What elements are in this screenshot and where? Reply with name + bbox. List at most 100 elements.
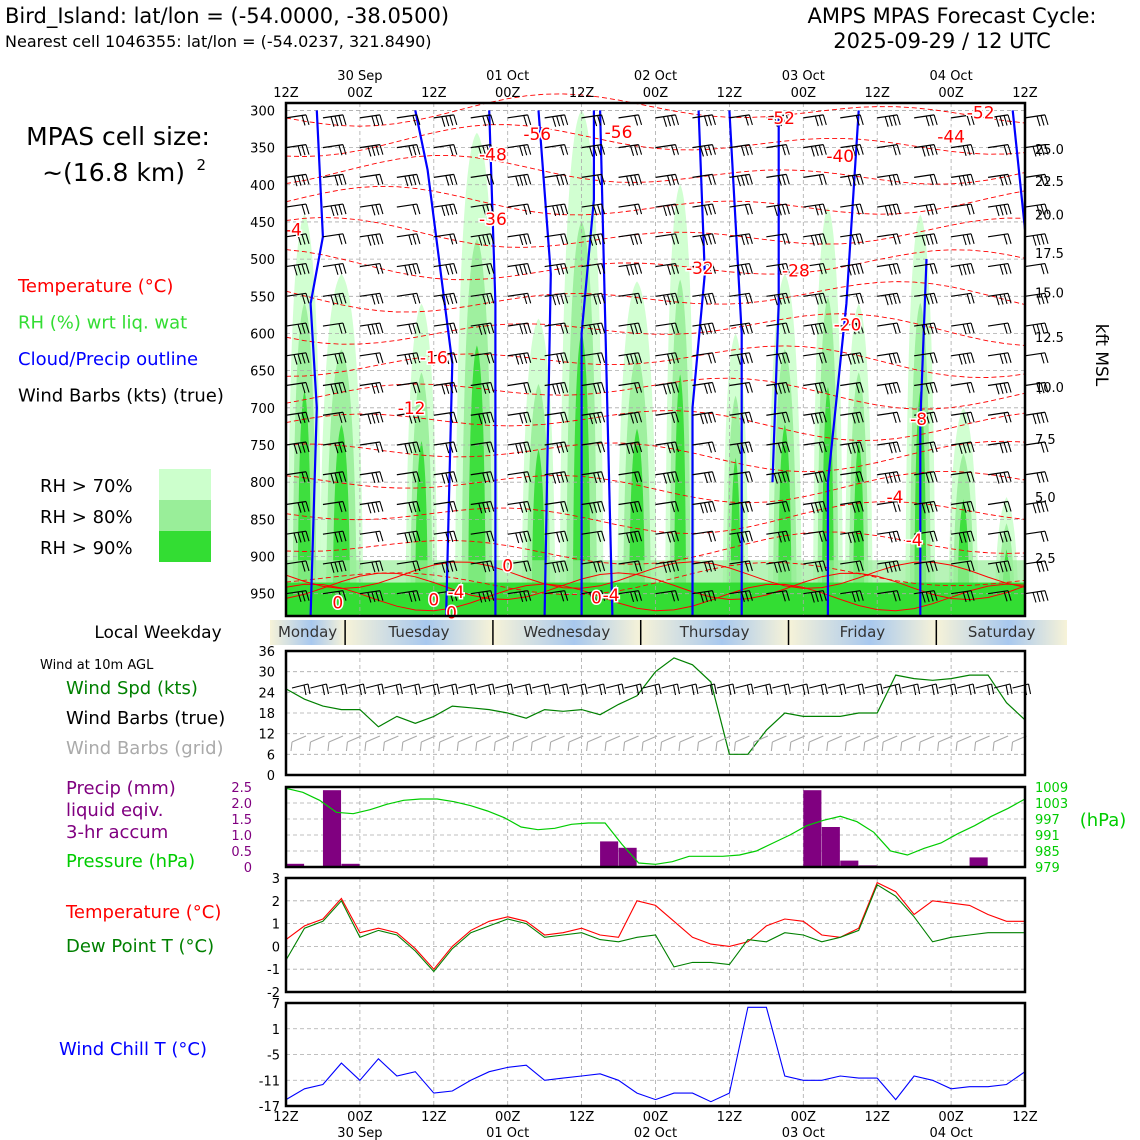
wind-barb-feather bbox=[601, 382, 606, 393]
wind-barb-feather bbox=[921, 592, 926, 603]
wind-barb-feather bbox=[638, 382, 643, 393]
wind-barb-feather bbox=[334, 353, 339, 365]
pressure-tick-label: 700 bbox=[250, 402, 275, 417]
wind-barb bbox=[877, 411, 901, 424]
wind-barb-staff bbox=[396, 233, 417, 238]
pressure-tick-label: 850 bbox=[250, 513, 275, 528]
wind-barb-feather bbox=[375, 323, 380, 334]
wind-barb-feather bbox=[523, 145, 528, 156]
wind-barb bbox=[914, 262, 938, 275]
wind-barb-feather bbox=[822, 322, 827, 334]
wind-barb-feather bbox=[416, 352, 421, 363]
wind-barb bbox=[507, 590, 532, 603]
rh-legend-label: RH > 90% bbox=[40, 538, 133, 559]
wind-barb-feather bbox=[416, 322, 421, 334]
wind-barb-feather bbox=[523, 442, 528, 453]
wind-barb-feather bbox=[822, 441, 827, 453]
wind-barb-true bbox=[624, 683, 641, 689]
weekday-label: Tuesday bbox=[388, 623, 450, 641]
wind-barb-feather bbox=[744, 174, 749, 186]
wind-barb-feather bbox=[707, 323, 712, 334]
wind-barb-feather bbox=[785, 174, 790, 185]
wind-barb-feather bbox=[970, 203, 975, 215]
wind-barb-feather bbox=[560, 234, 565, 245]
temperature-contour bbox=[285, 217, 1026, 248]
wind-barb-feather bbox=[896, 174, 901, 185]
wind-barb bbox=[433, 530, 458, 543]
wind-barb-grid bbox=[827, 735, 842, 743]
wind-barb-grid bbox=[1010, 741, 1014, 752]
kft-tick-label: 15.0 bbox=[1035, 287, 1064, 302]
wind-barb bbox=[840, 233, 864, 246]
temperature-contour bbox=[285, 410, 1026, 441]
wind-barb-grid bbox=[530, 741, 533, 752]
wind-barb-feather bbox=[556, 472, 561, 484]
wind-barb bbox=[581, 530, 606, 542]
wind-barb-feather bbox=[670, 145, 676, 156]
wind-barb bbox=[803, 233, 827, 246]
temp-tick-label: -1 bbox=[267, 963, 280, 978]
wind-barb-feather bbox=[634, 204, 639, 215]
wind-barb-feather bbox=[1032, 503, 1037, 514]
pressure-tick-label: 1009 bbox=[1035, 781, 1068, 796]
wind-barb bbox=[581, 114, 606, 127]
wind-barb bbox=[322, 381, 347, 395]
wind-barb-feather bbox=[560, 531, 565, 542]
wind-barb-feather bbox=[744, 145, 749, 156]
wind-barb-feather bbox=[781, 323, 786, 334]
wind-barb-feather bbox=[1003, 293, 1008, 305]
wind-barb-feather bbox=[773, 205, 778, 217]
wind-barb bbox=[729, 381, 753, 394]
wind-barb-staff bbox=[803, 203, 824, 208]
wind-barb-feather bbox=[777, 115, 782, 127]
wind-barb-feather bbox=[662, 205, 668, 217]
wind-barb bbox=[581, 381, 606, 394]
wind-barb-feather bbox=[564, 382, 569, 393]
wind-barb-staff bbox=[581, 441, 602, 446]
wind-barb-feather bbox=[818, 561, 823, 572]
bottom-axis-tick-label: 00Z bbox=[791, 1110, 817, 1125]
wind-barb-feather bbox=[334, 264, 339, 275]
wind-barb-true bbox=[476, 683, 493, 689]
wind-barb-feather bbox=[748, 322, 753, 334]
top-axis-tick-label: 00Z bbox=[495, 86, 521, 101]
wind-barb-true bbox=[605, 683, 623, 689]
wind-barb bbox=[1024, 352, 1049, 364]
wind-barb-feather bbox=[1007, 560, 1012, 572]
wind-barb bbox=[618, 560, 643, 572]
wind-barb-staff bbox=[285, 322, 307, 327]
wind-barb-feather bbox=[412, 591, 417, 602]
precip-bar bbox=[840, 860, 859, 867]
wind-barb-staff bbox=[766, 322, 787, 327]
wind-barb-staff bbox=[507, 560, 528, 565]
wind-barb bbox=[655, 233, 680, 245]
wind-barb-feather bbox=[375, 561, 380, 572]
temperature-label: 0 bbox=[502, 556, 513, 576]
wind-barb bbox=[618, 292, 643, 305]
wind-barb-feather bbox=[892, 382, 897, 394]
wind-barb bbox=[840, 500, 864, 513]
wind-barb bbox=[322, 560, 347, 573]
wind-barb-feather bbox=[1040, 323, 1045, 334]
pressure-tick-label: 650 bbox=[250, 365, 275, 380]
wind-barb bbox=[618, 441, 643, 454]
wind-barb-feather bbox=[929, 561, 934, 572]
wind-barb-feather bbox=[777, 353, 782, 365]
top-axis-tick-label: 00Z bbox=[791, 86, 817, 101]
wind-barb-staff bbox=[470, 441, 491, 446]
wind-barb-true bbox=[1005, 684, 1009, 696]
wind-barb-feather bbox=[301, 531, 306, 542]
wind-barb-feather bbox=[519, 145, 524, 156]
wind-barb-feather bbox=[740, 234, 745, 246]
wind-barb bbox=[1024, 471, 1049, 484]
wind-barb-staff bbox=[322, 590, 344, 595]
wind-barb-feather bbox=[490, 382, 495, 393]
wind-barb bbox=[396, 560, 421, 572]
wind-barb-feather bbox=[814, 324, 819, 335]
wind-barb-feather bbox=[634, 531, 639, 542]
wind-barb-feather bbox=[1040, 293, 1045, 305]
wind-barb-feather bbox=[552, 205, 557, 217]
wind-barb bbox=[655, 352, 680, 365]
wind-barb bbox=[359, 381, 384, 394]
wind-barb-feather bbox=[666, 294, 672, 305]
